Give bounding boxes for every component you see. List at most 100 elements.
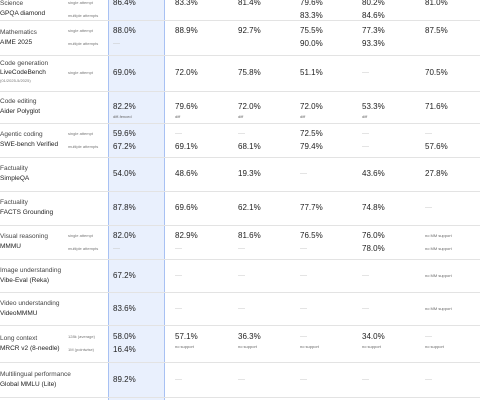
empty-cell: — (362, 143, 369, 150)
empty-cell: — (362, 69, 369, 77)
category-label: Visual reasoning (0, 232, 48, 240)
empty-cell: — (362, 272, 369, 279)
benchmark-label: MMMU (0, 242, 21, 250)
score: 27.8% (425, 169, 448, 178)
empty-cell: — (362, 130, 369, 137)
score: 76.0% (362, 230, 385, 240)
benchmark-label: GPQA diamond (0, 9, 46, 17)
score: 79.6% (300, 0, 323, 7)
empty-cell: — (425, 204, 432, 212)
score: 67.2% (113, 141, 136, 151)
cell-note: diff (300, 114, 306, 119)
empty-cell: — (238, 305, 245, 312)
score: 77.3% (362, 26, 385, 35)
empty-cell: — (175, 376, 182, 383)
row-separator (0, 157, 480, 158)
highlight-column (108, 0, 165, 400)
row-separator (0, 55, 480, 56)
category-label: Science (0, 0, 24, 7)
score: 51.1% (300, 68, 323, 77)
category-label: Multilingual performance (0, 370, 71, 378)
empty-cell: — (425, 376, 432, 383)
category-label: Code editing (0, 97, 37, 105)
score: 72.0% (238, 102, 261, 111)
empty-cell: — (425, 333, 432, 341)
mode-label: multiple attempts (68, 143, 99, 149)
mode-label: multiple attempts (68, 245, 99, 251)
cell-note: no MM support (425, 305, 452, 311)
cell-note: no MM support (425, 245, 452, 251)
category-label: Code generation (0, 59, 49, 67)
mode-label: multiple attempts (68, 41, 99, 46)
score: 86.4% (113, 0, 136, 7)
cell-note: no support (425, 344, 444, 349)
score: 79.6% (175, 102, 198, 111)
score: 53.3% (362, 102, 385, 111)
score: 79.4% (300, 141, 323, 151)
category-label: Factuality (0, 164, 28, 172)
score: 48.6% (175, 169, 198, 178)
benchmark-label: MRCR v2 (8-needle) (0, 344, 60, 352)
score: 93.3% (362, 39, 385, 48)
score: 62.1% (238, 203, 261, 212)
mode-label: 1M (pointwise) (68, 347, 95, 352)
score: 72.0% (300, 102, 323, 111)
mode-label: single attempt (68, 0, 93, 5)
score: 88.0% (113, 26, 136, 35)
benchmark-label: VideoMMMU (0, 309, 38, 317)
empty-cell: — (362, 305, 369, 312)
score: 69.6% (175, 203, 198, 212)
empty-cell: — (175, 305, 182, 312)
row-separator (0, 259, 480, 260)
category-label: Long context (0, 334, 38, 342)
score: 92.7% (238, 26, 261, 35)
score: 57.6% (425, 141, 448, 151)
category-label: Agentic coding (0, 130, 43, 138)
score: 76.5% (300, 230, 323, 240)
cell-note: diff-fenced (113, 114, 132, 119)
category-label: Factuality (0, 198, 28, 206)
mode-label: single attempt (68, 232, 93, 238)
benchmark-label: AIME 2025 (0, 38, 33, 46)
score: 88.9% (175, 26, 198, 35)
empty-cell: — (113, 245, 120, 252)
empty-cell: — (300, 170, 307, 178)
cell-note: no support (238, 344, 257, 349)
score: 89.2% (113, 374, 136, 384)
score: 80.2% (362, 0, 385, 7)
empty-cell: — (300, 333, 307, 341)
benchmark-label: FACTS Grounding (0, 208, 54, 216)
empty-cell: — (425, 130, 432, 137)
score: 16.4% (113, 345, 136, 354)
empty-cell: — (113, 40, 120, 48)
score: 74.8% (362, 203, 385, 212)
cell-note: diff (362, 114, 368, 119)
score: 81.4% (238, 0, 261, 7)
score: 77.7% (300, 203, 323, 212)
score: 72.0% (175, 68, 198, 77)
empty-cell: — (300, 245, 307, 252)
score: 83.6% (113, 303, 136, 313)
score: 58.0% (113, 332, 136, 341)
row-separator (0, 191, 480, 192)
score: 69.1% (175, 141, 198, 151)
empty-cell: — (238, 272, 245, 279)
score: 67.2% (113, 270, 136, 280)
row-separator (0, 292, 480, 293)
score: 82.9% (175, 230, 198, 240)
score: 78.0% (362, 243, 385, 253)
benchmark-label: SimpleQA (0, 174, 30, 182)
cell-note: no support (175, 344, 194, 349)
benchmark-label: SWE-bench Verified (0, 140, 59, 148)
score: 83.3% (175, 0, 198, 7)
empty-cell: — (175, 130, 182, 137)
empty-cell: — (300, 305, 307, 312)
score: 34.0% (362, 332, 385, 341)
row-separator (0, 123, 480, 124)
score: 68.1% (238, 141, 261, 151)
mode-label: single attempt (68, 28, 93, 33)
score: 57.1% (175, 332, 198, 341)
benchmark-label: Global MMLU (Lite) (0, 380, 57, 388)
category-label: Video understanding (0, 299, 60, 307)
